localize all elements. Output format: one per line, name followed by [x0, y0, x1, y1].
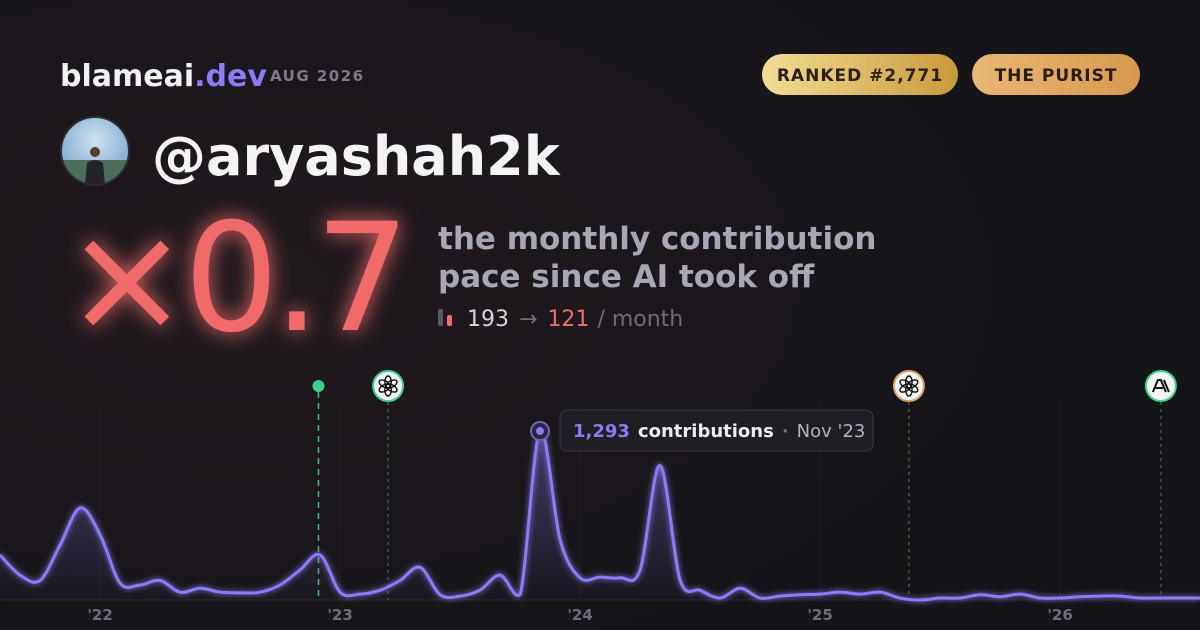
stat-arrow: → [519, 307, 537, 332]
rank-badge-text: RANKED #2,771 [777, 66, 943, 86]
tooltip: 1,293 contributions · Nov '23 [573, 421, 865, 442]
stat-after: 121 [547, 307, 589, 332]
description-line: pace since AI took off [438, 259, 815, 295]
chart: '22 '23 '24 '25 '26 1,293 contributions · Nov '2… [0, 370, 1200, 624]
event-logo [378, 379, 391, 389]
title-badge-text: THE PURIST [995, 66, 1118, 86]
x-tick-label: '23 [327, 606, 352, 624]
x-tick-label: '22 [87, 606, 112, 624]
highlight-dot [536, 427, 544, 436]
event-badge [372, 370, 405, 402]
stat-unit: / month [597, 307, 683, 332]
tooltip-separator: · [782, 421, 789, 442]
event-marker [312, 380, 325, 600]
event-logo [1151, 379, 1170, 393]
date: AUG 2026 [270, 67, 365, 85]
event-dot [312, 380, 325, 392]
username: @aryashah2k [152, 125, 561, 188]
x-tick-label: '25 [807, 606, 832, 624]
x-tick-label: '24 [567, 606, 592, 624]
tooltip-unit: contributions [638, 421, 774, 442]
x-tick-label: '26 [1047, 606, 1072, 624]
line [0, 429, 1200, 602]
brand-tld: .dev [194, 59, 267, 94]
event-marker [372, 370, 405, 600]
event-marker [1144, 370, 1177, 600]
stat-before: 193 [467, 307, 509, 332]
brand: blameai.dev [60, 59, 267, 94]
tooltip-box [559, 409, 874, 452]
brand-name: blameai [60, 59, 194, 94]
tooltip-value: 1,293 [573, 421, 630, 442]
description-line: the monthly contribution [438, 221, 876, 257]
stat-icon-before [438, 309, 443, 326]
event-marker [892, 370, 925, 600]
avatar-ring [60, 116, 130, 186]
rank-badge [762, 54, 958, 95]
title-badge [972, 54, 1140, 95]
stats: 193 → 121 / month [467, 307, 683, 332]
tooltip-date: Nov '23 [797, 421, 866, 442]
event-badge [1144, 370, 1177, 402]
multiplier: ×0.7 [64, 192, 404, 366]
stat-icon-after [447, 315, 452, 326]
event-badge [892, 370, 925, 402]
event-logo [899, 379, 912, 389]
